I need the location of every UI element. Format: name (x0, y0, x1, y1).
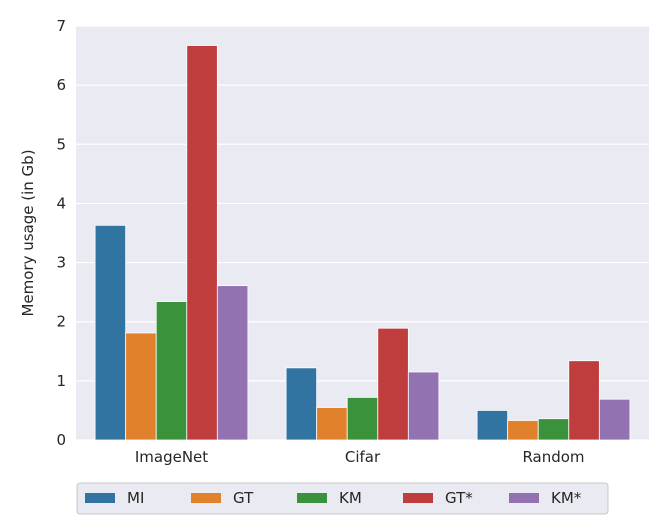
bar-imagenet-kmstar (216, 285, 249, 441)
legend-label: KM (339, 489, 362, 507)
legend-swatch (85, 493, 115, 503)
y-tick-labels: 0 1 2 3 4 5 6 7 (56, 17, 66, 449)
legend-label: KM* (551, 489, 582, 507)
y-tick-label: 7 (56, 17, 66, 35)
x-tick-label: Random (522, 448, 584, 466)
x-tick-label: ImageNet (135, 448, 208, 466)
bar-cifar-gtstar (377, 327, 409, 441)
legend-swatch (191, 493, 221, 503)
bar-random-mi (476, 410, 509, 441)
legend-swatch (297, 493, 327, 503)
legend-box (76, 482, 609, 515)
y-tick-label: 3 (56, 254, 66, 272)
x-tick-label: Cifar (345, 448, 381, 466)
y-axis-label: Memory usage (in Gb) (19, 149, 37, 316)
bar-random-kmstar (598, 398, 631, 441)
y-tick-label: 0 (56, 431, 66, 449)
y-tick-label: 6 (56, 76, 66, 94)
y-tick-label: 4 (56, 194, 66, 212)
y-tick-label: 1 (56, 372, 66, 390)
x-tick-labels: ImageNet Cifar Random (135, 448, 585, 466)
y-tick-label: 5 (56, 135, 66, 153)
bar-cifar-km (346, 397, 379, 441)
legend-swatch (509, 493, 539, 503)
bar-cifar-gt (316, 407, 348, 441)
legend-label: GT* (445, 489, 473, 507)
bar-imagenet-gtstar (186, 45, 218, 441)
bar-random-gtstar (568, 360, 600, 441)
legend-swatch (403, 493, 433, 503)
bar-random-gt (507, 420, 539, 441)
bar-imagenet-gt (125, 332, 157, 441)
legend: MI GT KM GT* KM* (76, 482, 609, 515)
bar-imagenet-mi (94, 224, 127, 441)
y-tick-label: 2 (56, 313, 66, 331)
bar-random-km (537, 418, 570, 441)
legend-label: GT (233, 489, 254, 507)
bar-cifar-kmstar (407, 371, 440, 441)
legend-label: MI (127, 489, 144, 507)
bars (94, 45, 631, 441)
bar-cifar-mi (285, 367, 318, 441)
bar-imagenet-km (155, 301, 188, 441)
